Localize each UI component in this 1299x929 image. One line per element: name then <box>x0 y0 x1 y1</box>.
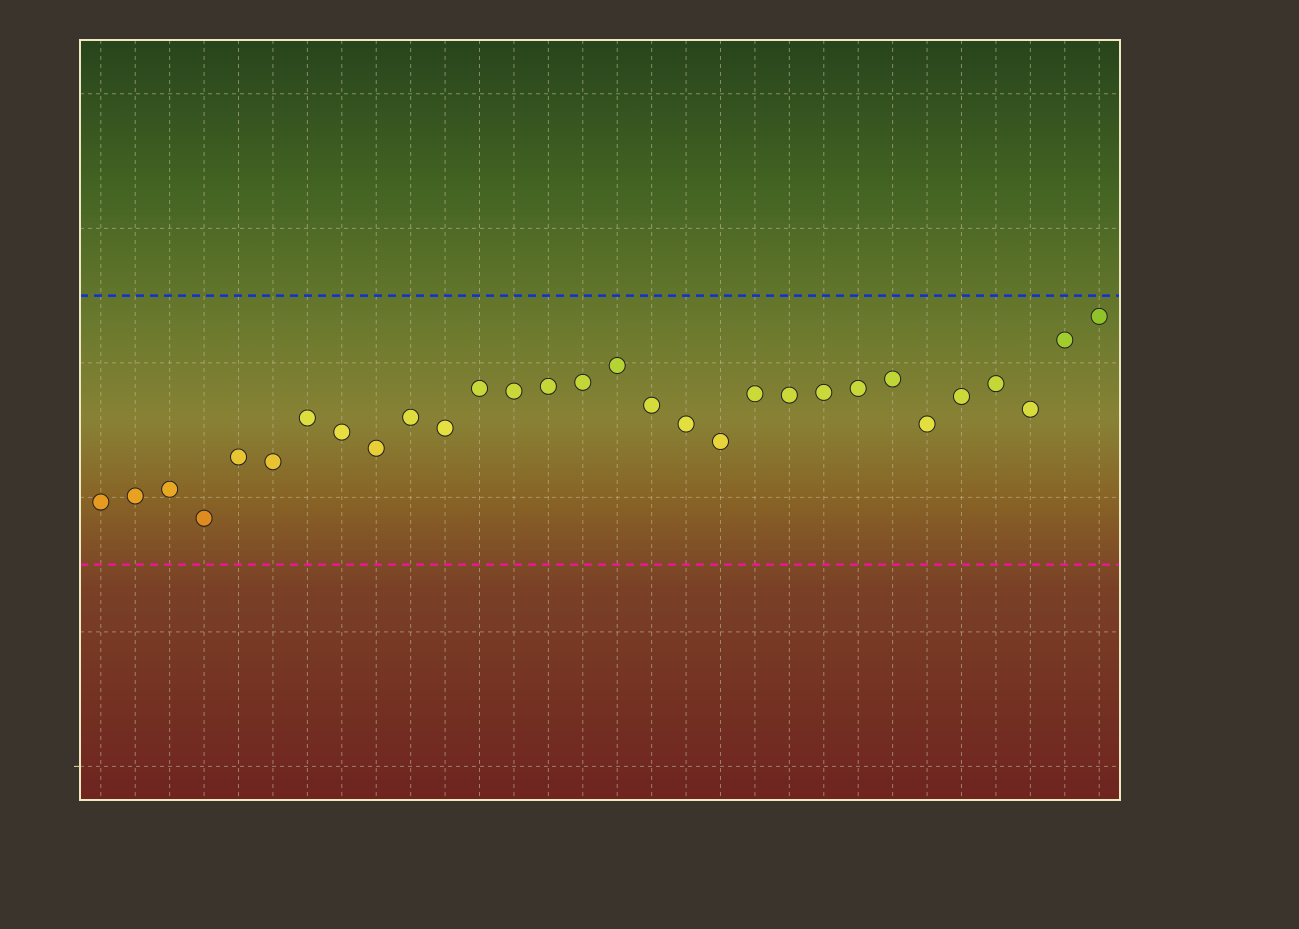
rsi-point <box>1022 401 1038 417</box>
rsi-point <box>162 481 178 497</box>
rsi-point <box>403 409 419 425</box>
rsi-point <box>540 378 556 394</box>
rsi-point <box>265 454 281 470</box>
rsi-point <box>850 380 866 396</box>
rsi-point <box>712 434 728 450</box>
rsi-point <box>919 416 935 432</box>
rsi-chart-svg <box>0 0 1299 929</box>
rsi-point <box>472 380 488 396</box>
rsi-point <box>93 494 109 510</box>
rsi-point <box>506 383 522 399</box>
rsi-point <box>609 358 625 374</box>
rsi-point <box>747 386 763 402</box>
rsi-point <box>644 397 660 413</box>
rsi-point <box>196 510 212 526</box>
rsi-point <box>368 440 384 456</box>
rsi-point <box>334 424 350 440</box>
rsi-point <box>231 449 247 465</box>
rsi-chart-container <box>0 0 1299 929</box>
rsi-point <box>816 384 832 400</box>
rsi-point <box>678 416 694 432</box>
rsi-point <box>299 410 315 426</box>
rsi-point <box>885 371 901 387</box>
rsi-point <box>953 388 969 404</box>
rsi-point <box>127 488 143 504</box>
rsi-point <box>437 420 453 436</box>
rsi-point <box>1091 308 1107 324</box>
rsi-point <box>1057 332 1073 348</box>
rsi-point <box>988 376 1004 392</box>
rsi-point <box>781 387 797 403</box>
rsi-point <box>575 374 591 390</box>
